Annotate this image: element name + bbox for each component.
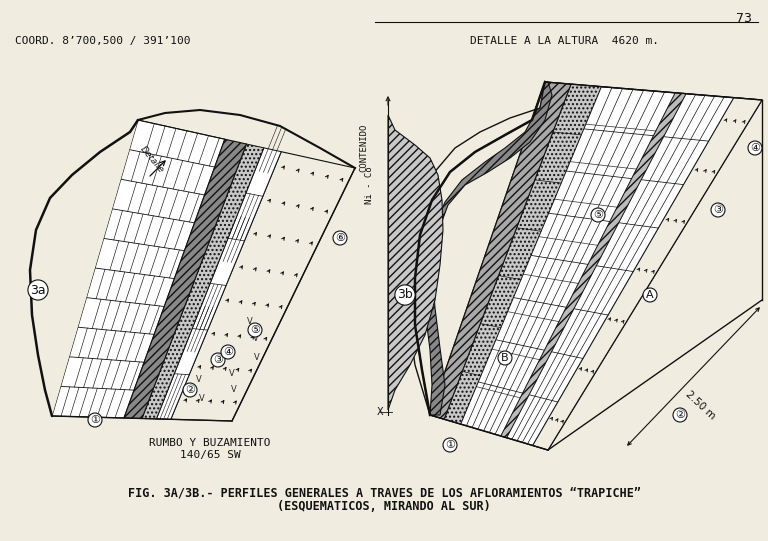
Text: ①: ① bbox=[90, 415, 100, 425]
Text: Detalle: Detalle bbox=[138, 145, 165, 175]
Text: 73: 73 bbox=[736, 12, 752, 25]
Text: ②: ② bbox=[675, 410, 685, 420]
Text: A: A bbox=[646, 290, 654, 300]
Text: V: V bbox=[231, 385, 237, 394]
Text: V: V bbox=[253, 334, 259, 343]
Text: 3a: 3a bbox=[30, 283, 46, 296]
Polygon shape bbox=[430, 82, 571, 419]
Polygon shape bbox=[30, 120, 138, 416]
Text: V: V bbox=[254, 353, 260, 362]
Text: RUMBO Y BUZAMIENTO: RUMBO Y BUZAMIENTO bbox=[149, 438, 271, 448]
Text: CONTENIDO: CONTENIDO bbox=[359, 124, 368, 172]
Text: ③: ③ bbox=[213, 355, 223, 365]
Polygon shape bbox=[444, 84, 601, 424]
Polygon shape bbox=[533, 98, 762, 450]
Text: ⑤: ⑤ bbox=[250, 325, 260, 335]
Polygon shape bbox=[425, 82, 552, 415]
Polygon shape bbox=[388, 115, 443, 410]
Polygon shape bbox=[157, 148, 281, 419]
Text: V: V bbox=[247, 317, 253, 326]
Text: ⑥: ⑥ bbox=[335, 233, 345, 243]
Text: X: X bbox=[376, 407, 383, 417]
Text: 2.50 m: 2.50 m bbox=[684, 389, 717, 421]
Polygon shape bbox=[408, 82, 545, 415]
Text: ④: ④ bbox=[223, 347, 233, 357]
Text: B: B bbox=[502, 353, 509, 363]
Polygon shape bbox=[124, 139, 247, 419]
Text: 140/65 SW: 140/65 SW bbox=[180, 450, 240, 460]
Text: ⑤: ⑤ bbox=[593, 210, 603, 220]
Text: FIG. 3A/3B.- PERFILES GENERALES A TRAVES DE LOS AFLORAMIENTOS “TRAPICHE”: FIG. 3A/3B.- PERFILES GENERALES A TRAVES… bbox=[127, 487, 641, 500]
Text: ④: ④ bbox=[750, 143, 760, 153]
Polygon shape bbox=[430, 82, 762, 450]
Polygon shape bbox=[501, 93, 686, 438]
Polygon shape bbox=[52, 120, 225, 418]
Text: DETALLE A LA ALTURA  4620 m.: DETALLE A LA ALTURA 4620 m. bbox=[470, 36, 659, 46]
Text: V: V bbox=[229, 370, 234, 379]
Text: V: V bbox=[226, 351, 232, 359]
Text: 3b: 3b bbox=[397, 288, 413, 301]
Polygon shape bbox=[142, 144, 264, 419]
Text: Ni - Co: Ni - Co bbox=[365, 166, 374, 204]
Text: ②: ② bbox=[185, 385, 195, 395]
Polygon shape bbox=[170, 151, 355, 421]
Text: V: V bbox=[199, 394, 204, 404]
Text: COORD. 8’700,500 / 391’100: COORD. 8’700,500 / 391’100 bbox=[15, 36, 190, 46]
Text: (ESQUEMATICOS, MIRANDO AL SUR): (ESQUEMATICOS, MIRANDO AL SUR) bbox=[277, 500, 491, 513]
Text: V: V bbox=[196, 375, 201, 384]
Text: ③: ③ bbox=[713, 205, 723, 215]
Text: ①: ① bbox=[445, 440, 455, 450]
